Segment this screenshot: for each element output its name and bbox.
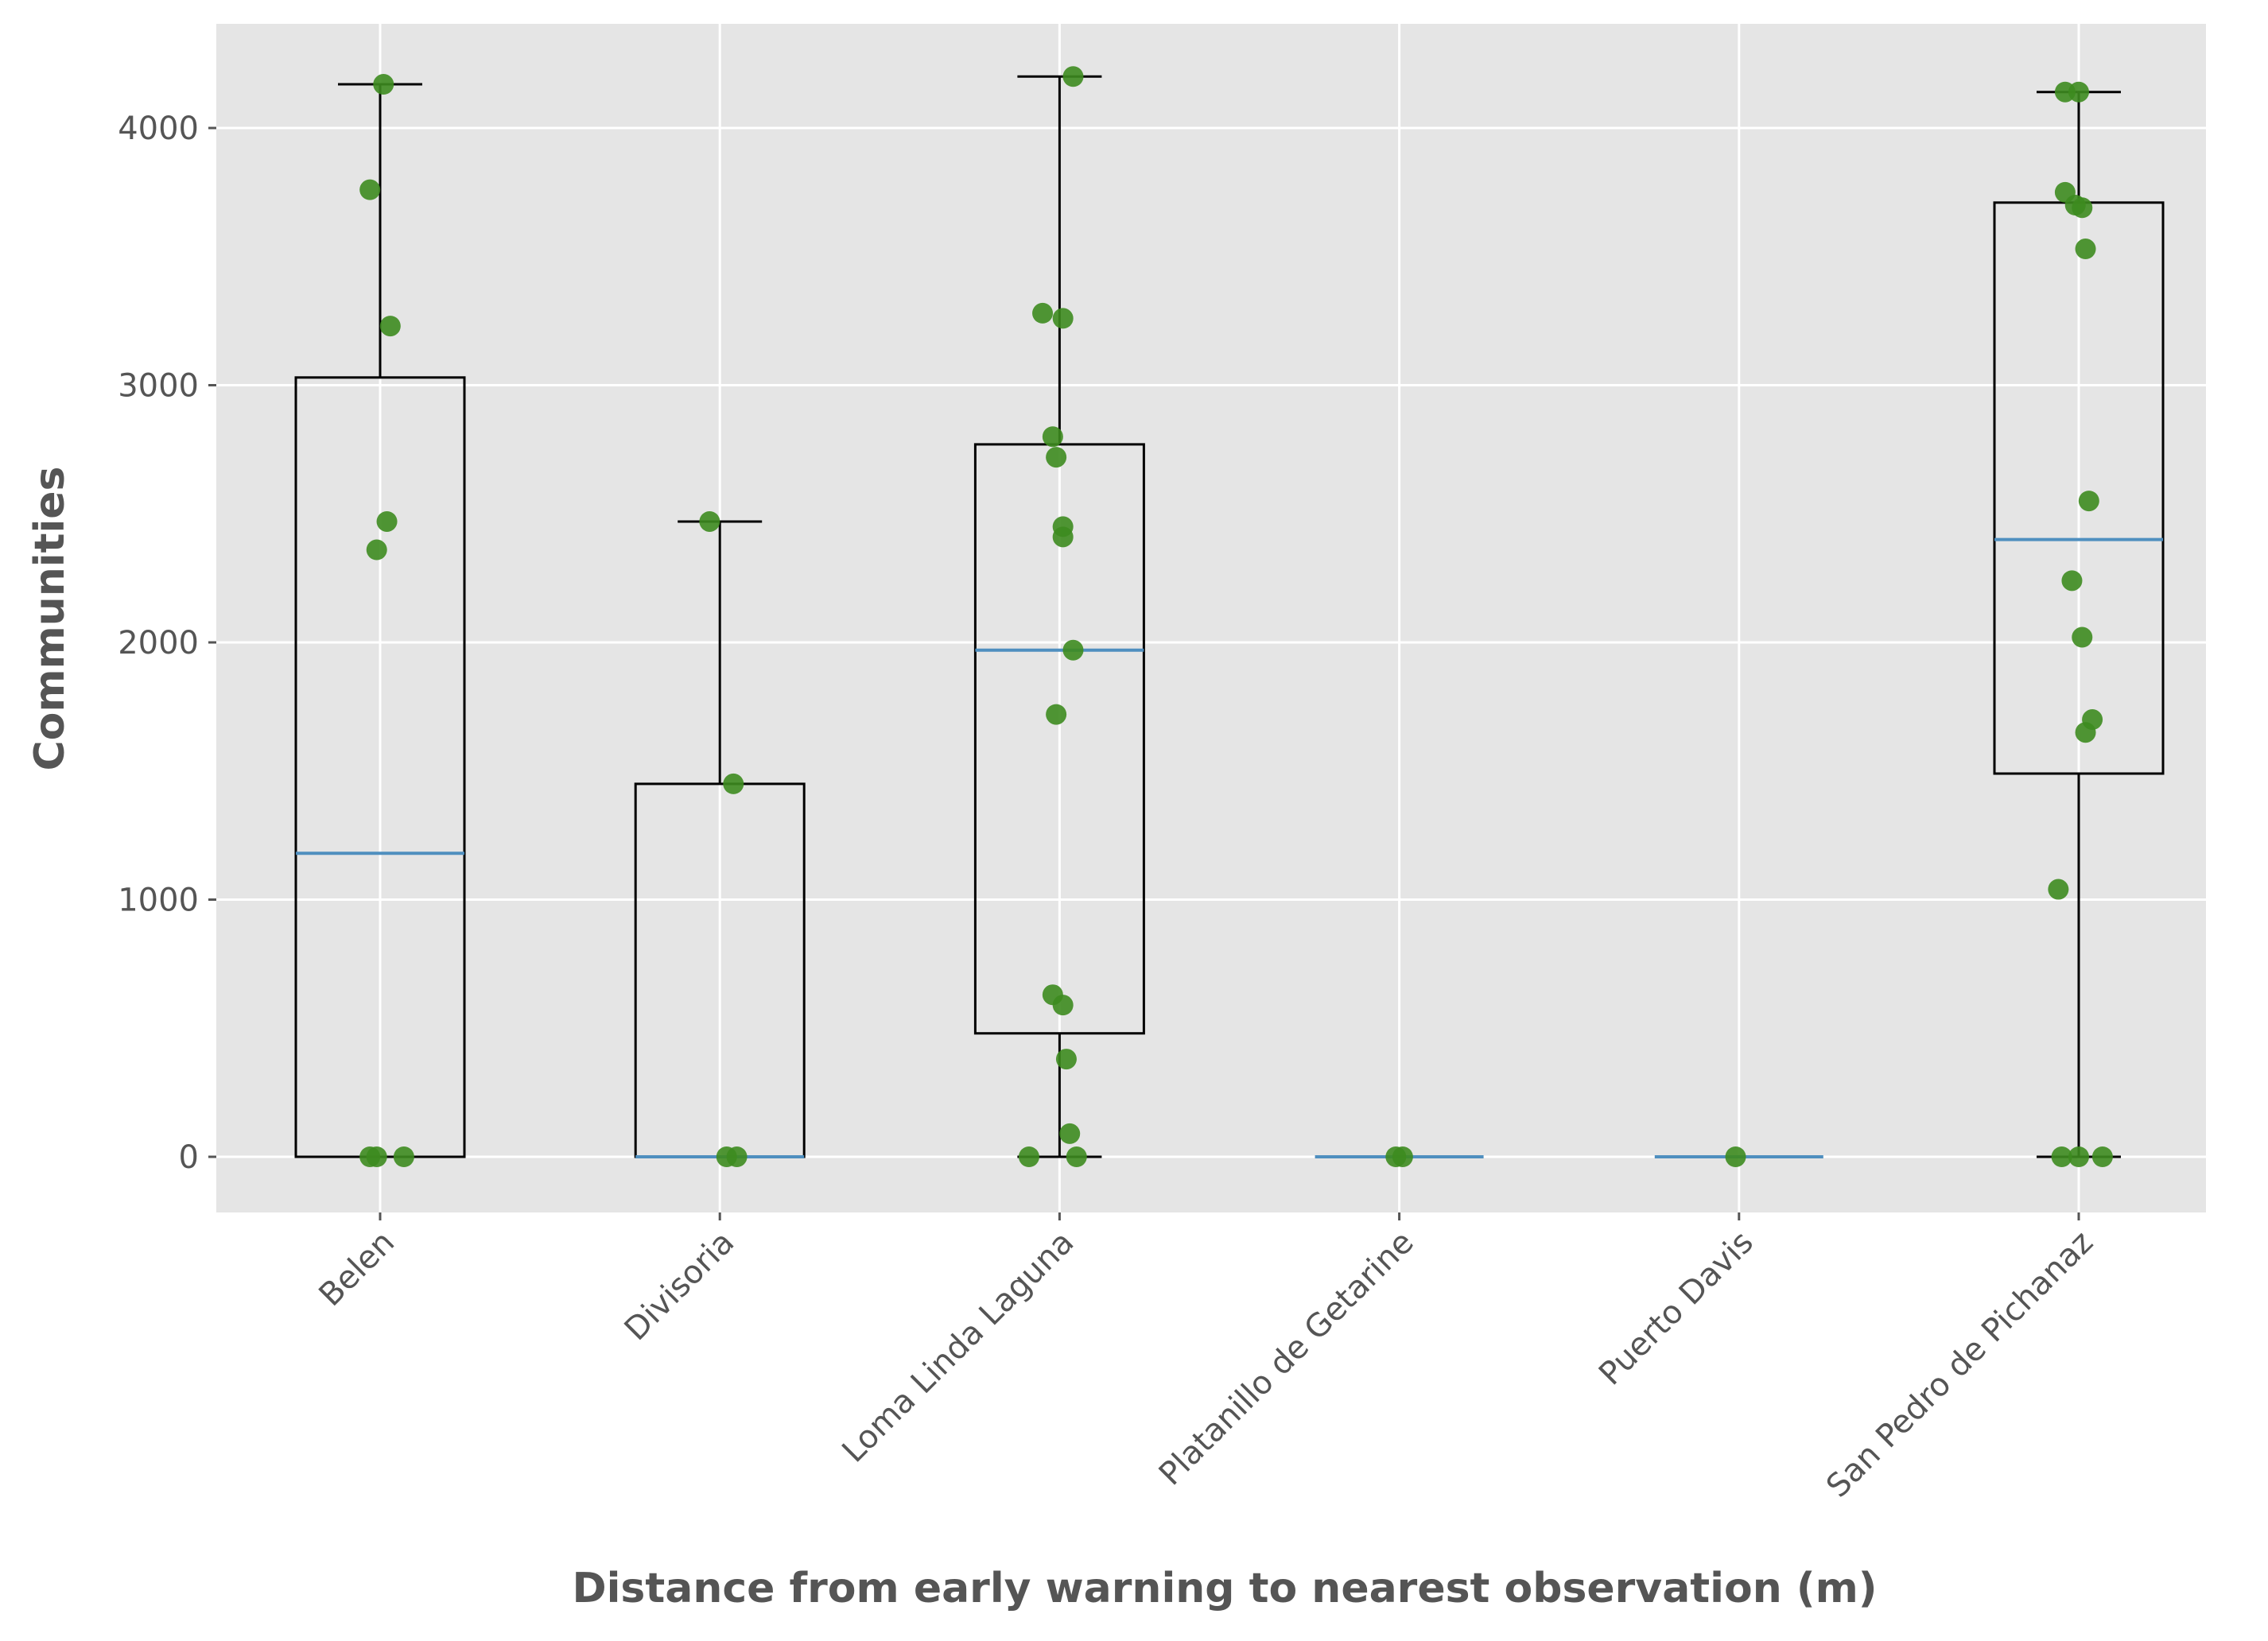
y-axis-label: Communities bbox=[26, 466, 74, 770]
data-point-40 bbox=[2075, 722, 2096, 743]
data-point-9 bbox=[723, 773, 744, 794]
data-point-26 bbox=[1066, 1146, 1087, 1167]
data-point-24 bbox=[1059, 1123, 1081, 1144]
data-point-1 bbox=[359, 179, 381, 200]
data-point-6 bbox=[366, 1146, 387, 1167]
x-tick-label-divisoria: Divisoria bbox=[618, 1224, 742, 1348]
y-tick-label-1000: 1000 bbox=[118, 883, 199, 919]
data-point-28 bbox=[1392, 1146, 1413, 1167]
data-point-34 bbox=[2072, 197, 2093, 219]
data-points bbox=[359, 66, 2113, 1167]
data-point-43 bbox=[2068, 1146, 2089, 1167]
data-point-15 bbox=[1042, 426, 1063, 448]
data-point-42 bbox=[2051, 1146, 2072, 1167]
data-point-16 bbox=[1046, 447, 1067, 468]
data-point-14 bbox=[1052, 308, 1074, 329]
data-point-13 bbox=[1032, 302, 1054, 324]
data-point-2 bbox=[379, 316, 401, 337]
plot-area bbox=[216, 24, 2206, 1212]
data-point-37 bbox=[2061, 570, 2083, 592]
x-tick-label-puerto-davis: Puerto Davis bbox=[1592, 1224, 1761, 1393]
data-point-7 bbox=[393, 1146, 414, 1167]
x-tick-label-belen: Belen bbox=[313, 1224, 402, 1314]
x-axis-label: Distance from early warning to nearest o… bbox=[572, 1565, 1877, 1612]
y-tick-label-3000: 3000 bbox=[118, 368, 199, 405]
y-tick-label-0: 0 bbox=[179, 1139, 199, 1176]
data-point-0 bbox=[373, 74, 394, 95]
data-point-29 bbox=[1725, 1146, 1746, 1167]
data-point-20 bbox=[1046, 704, 1067, 725]
data-point-44 bbox=[2091, 1146, 2113, 1167]
data-point-41 bbox=[2048, 879, 2069, 900]
x-tick-label-loma-linda-laguna: Loma Linda Laguna bbox=[835, 1224, 1081, 1470]
data-point-4 bbox=[366, 539, 387, 561]
data-point-3 bbox=[376, 510, 398, 532]
x-tick-label-san-pedro-de-pichanaz: San Pedro de Pichanaz bbox=[1819, 1224, 2100, 1505]
data-point-22 bbox=[1052, 995, 1074, 1016]
data-point-36 bbox=[2078, 491, 2099, 512]
data-point-11 bbox=[726, 1146, 748, 1167]
x-tick-label-platanillo-de-getarine: Platanillo de Getarine bbox=[1152, 1224, 1421, 1493]
data-point-18 bbox=[1052, 526, 1074, 548]
data-point-12 bbox=[1062, 66, 1084, 87]
data-point-38 bbox=[2072, 627, 2093, 648]
y-tick-label-4000: 4000 bbox=[118, 111, 199, 147]
data-point-35 bbox=[2075, 239, 2096, 260]
data-point-31 bbox=[2068, 81, 2089, 103]
data-point-23 bbox=[1055, 1049, 1077, 1070]
y-tick-label-2000: 2000 bbox=[118, 625, 199, 661]
data-point-25 bbox=[1018, 1146, 1039, 1167]
data-point-8 bbox=[699, 510, 720, 532]
data-point-19 bbox=[1062, 639, 1084, 661]
